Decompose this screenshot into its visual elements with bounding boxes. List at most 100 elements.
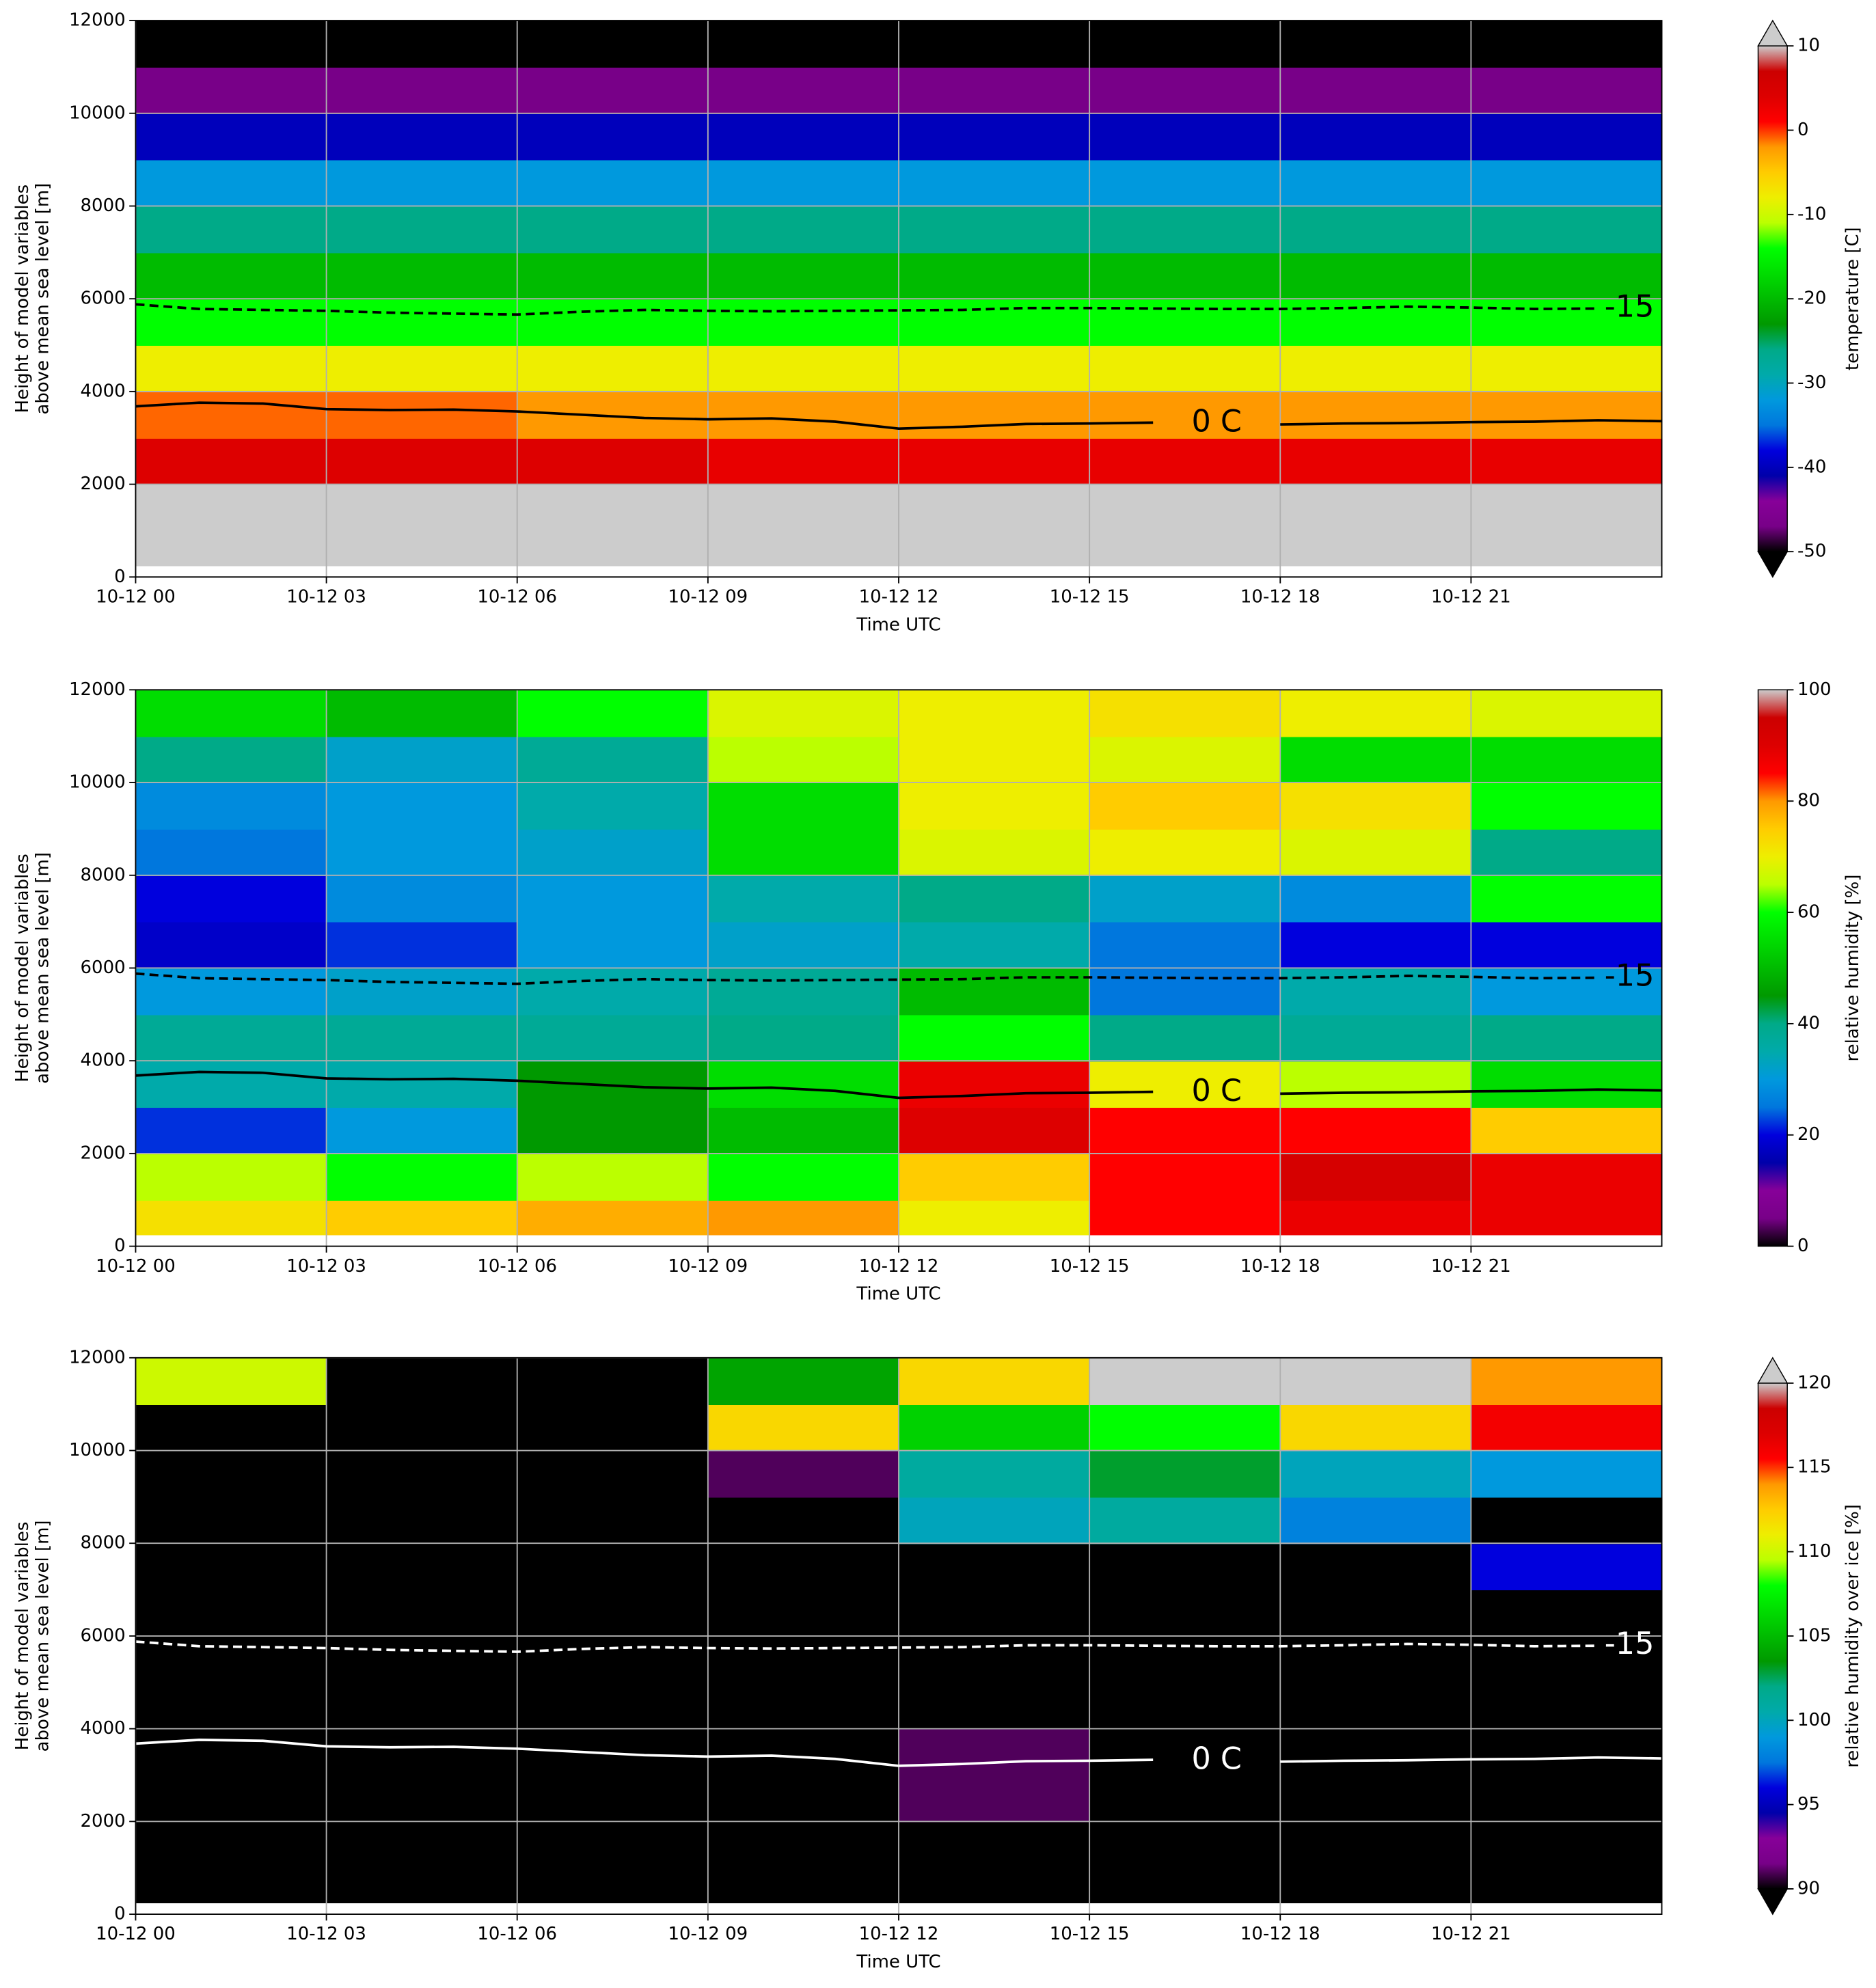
y-tick-label: 6000 <box>81 1625 126 1646</box>
heatmap-cell <box>1471 1061 1663 1108</box>
heatmap-cell <box>1471 1590 1663 1637</box>
heatmap-cell <box>135 252 327 300</box>
heatmap-cell <box>707 1635 900 1683</box>
y-axis-label: Height of model variables <box>12 1522 33 1751</box>
x-tick-label: 10-12 15 <box>1050 586 1130 607</box>
heatmap-cell <box>899 782 1091 830</box>
y-tick-label: 8000 <box>81 195 126 216</box>
heatmap-cell <box>326 690 518 737</box>
heatmap-cell <box>326 736 518 784</box>
heatmap-cell <box>517 1497 709 1544</box>
heatmap-cell <box>135 1821 327 1869</box>
heatmap-cell <box>1089 1107 1281 1154</box>
heatmap-cell <box>1280 1404 1472 1452</box>
heatmap-cell <box>707 1682 900 1730</box>
heatmap-cell <box>1280 1590 1472 1637</box>
heatmap-cell <box>326 1199 518 1236</box>
heatmap-cell <box>1280 159 1472 207</box>
heatmap-cell <box>135 921 327 969</box>
heatmap-cell <box>1471 1357 1663 1405</box>
heatmap-cell <box>899 1061 1091 1108</box>
heatmap-cell <box>707 530 900 567</box>
heatmap-cell <box>135 345 327 392</box>
heatmap-cell <box>899 1868 1091 1904</box>
heatmap-cell <box>1280 921 1472 969</box>
y-tick-label: 10000 <box>69 103 126 123</box>
heatmap-cell <box>899 530 1091 567</box>
heatmap-cell <box>707 1199 900 1236</box>
heatmap-cell <box>1089 736 1281 784</box>
heatmap-cell <box>135 782 327 830</box>
heatmap-cell <box>899 1199 1091 1236</box>
heatmap-cell <box>899 1682 1091 1730</box>
heatmap-cell <box>135 1404 327 1452</box>
heatmap-cell <box>326 437 518 485</box>
heatmap-cell <box>517 1775 709 1823</box>
heatmap-cell <box>1471 1450 1663 1498</box>
heatmap-cell <box>1089 1404 1281 1452</box>
x-tick-label: 10-12 09 <box>668 1924 748 1944</box>
heatmap-cell <box>1089 1543 1281 1591</box>
colorbar-extend-under <box>1757 1888 1789 1916</box>
contour-label: 0 C <box>1191 1741 1242 1776</box>
colorbar-tick-label: 0 <box>1797 1236 1809 1256</box>
colorbar-tick-label: -50 <box>1797 541 1826 562</box>
heatmap-cell <box>899 252 1091 300</box>
heatmap-cell <box>707 828 900 876</box>
heatmap-cell <box>899 113 1091 161</box>
heatmap-cell <box>1471 1868 1663 1904</box>
heatmap-cell <box>1280 1450 1472 1498</box>
heatmap-cell <box>1471 782 1663 830</box>
heatmap-cell <box>517 1153 709 1201</box>
heatmap-cell <box>1280 1107 1472 1154</box>
heatmap-cell <box>517 1014 709 1062</box>
heatmap-cell <box>899 1404 1091 1452</box>
y-axis-label: Height of model variables <box>12 854 33 1082</box>
heatmap-cell <box>707 252 900 300</box>
heatmap-cell <box>1471 875 1663 923</box>
heatmap-cell <box>1280 299 1472 346</box>
heatmap-cell <box>326 1107 518 1154</box>
heatmap-cell <box>1471 1497 1663 1544</box>
heatmap-cell <box>1089 1061 1281 1108</box>
heatmap-cell <box>326 159 518 207</box>
heatmap-cell <box>1471 921 1663 969</box>
contour-line <box>135 1640 1599 1653</box>
x-tick-label: 10-12 06 <box>477 586 557 607</box>
heatmap-cell <box>707 921 900 969</box>
contour-label: -15 <box>1605 1626 1655 1661</box>
heatmap-cell <box>135 1014 327 1062</box>
heatmap-cell <box>1089 921 1281 969</box>
heatmap-cell <box>1280 484 1472 532</box>
heatmap-cell <box>1471 1821 1663 1869</box>
heatmap-cell <box>1471 1543 1663 1591</box>
heatmap-cell <box>707 391 900 439</box>
heatmap-cell <box>1089 1014 1281 1062</box>
contour-label: -15 <box>1605 289 1655 324</box>
heatmap-cell <box>326 484 518 532</box>
heatmap-cell <box>1280 206 1472 254</box>
x-tick-label: 10-12 18 <box>1240 586 1320 607</box>
heatmap-cell <box>899 875 1091 923</box>
heatmap-cell <box>707 345 900 392</box>
colorbar-extend-over <box>1757 1357 1789 1384</box>
x-tick-label: 10-12 21 <box>1431 1256 1511 1277</box>
axes-frame <box>135 1357 1663 1915</box>
heatmap-cell <box>899 391 1091 439</box>
x-axis-label: Time UTC <box>856 1284 940 1305</box>
heatmap-cell <box>899 1014 1091 1062</box>
heatmap-cell <box>1471 1107 1663 1154</box>
heatmap-cell <box>899 690 1091 737</box>
heatmap-cell <box>1471 484 1663 532</box>
heatmap-cell <box>517 252 709 300</box>
x-tick-label: 10-12 03 <box>286 1256 366 1277</box>
x-axis-label: Time UTC <box>856 614 940 635</box>
heatmap-cell <box>707 1061 900 1108</box>
y-tick-label: 6000 <box>81 957 126 978</box>
heatmap-cell <box>517 968 709 1016</box>
heatmap-cell <box>1471 1404 1663 1452</box>
contour-label: 0 C <box>1191 405 1242 439</box>
heatmap-cell <box>1280 1014 1472 1062</box>
heatmap-cell <box>707 1868 900 1904</box>
heatmap-cell <box>899 1497 1091 1544</box>
